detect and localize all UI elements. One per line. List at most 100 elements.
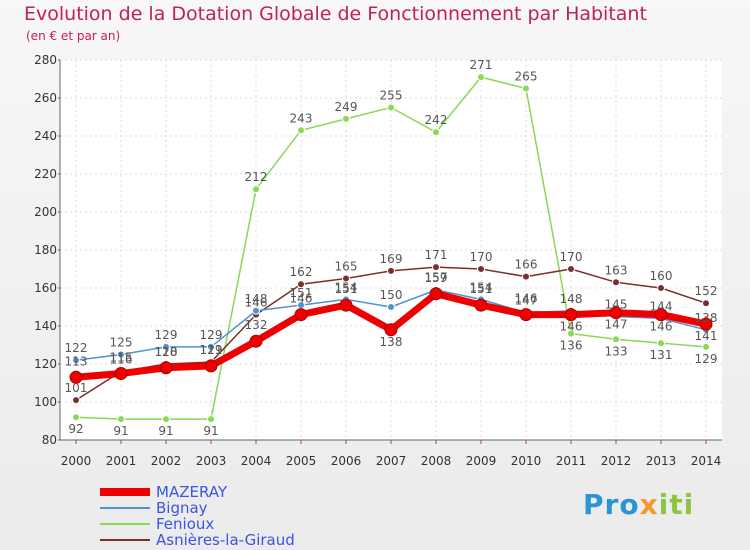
legend-label-bignay: Bignay bbox=[156, 499, 208, 517]
y-tick-label: 140 bbox=[34, 319, 57, 333]
data-point-fenioux bbox=[477, 73, 485, 82]
x-tick-label: 2006 bbox=[331, 454, 362, 468]
x-tick-label: 2001 bbox=[106, 454, 137, 468]
data-point-asni-res-la-giraud bbox=[612, 278, 620, 287]
data-label-mazeray: 118 bbox=[155, 345, 178, 359]
data-point-mazeray bbox=[474, 298, 488, 312]
data-label-bignay: 151 bbox=[290, 286, 313, 300]
data-label-mazeray: 138 bbox=[380, 335, 403, 349]
data-label-asni-res-la-giraud: 116 bbox=[110, 353, 133, 367]
data-label-asni-res-la-giraud: 170 bbox=[470, 250, 493, 264]
data-point-fenioux bbox=[252, 185, 260, 194]
x-tick-label: 2002 bbox=[151, 454, 182, 468]
data-point-fenioux bbox=[657, 339, 665, 348]
data-label-fenioux: 249 bbox=[335, 100, 358, 114]
x-tick-label: 2003 bbox=[196, 454, 227, 468]
data-label-fenioux: 212 bbox=[245, 170, 268, 184]
data-point-asni-res-la-giraud bbox=[567, 265, 575, 273]
legend-swatch-asnieres bbox=[100, 539, 150, 541]
data-point-asni-res-la-giraud bbox=[342, 274, 350, 283]
data-point-mazeray bbox=[384, 323, 398, 337]
data-point-mazeray bbox=[249, 334, 263, 348]
data-label-fenioux: 242 bbox=[425, 113, 448, 127]
data-label-bignay: 154 bbox=[470, 280, 493, 294]
legend-label-fenioux: Fenioux bbox=[156, 515, 215, 533]
data-point-asni-res-la-giraud bbox=[657, 284, 665, 292]
data-label-mazeray: 115 bbox=[110, 351, 133, 365]
data-label-asni-res-la-giraud: 160 bbox=[650, 269, 673, 283]
data-point-mazeray bbox=[519, 308, 533, 322]
data-label-mazeray: 146 bbox=[515, 292, 538, 306]
data-label-mazeray: 132 bbox=[245, 318, 268, 332]
data-label-asni-res-la-giraud: 152 bbox=[695, 284, 718, 298]
data-point-asni-res-la-giraud bbox=[477, 265, 485, 273]
data-point-asni-res-la-giraud bbox=[702, 299, 710, 308]
data-point-mazeray bbox=[114, 367, 128, 380]
data-point-mazeray bbox=[564, 308, 578, 322]
data-point-fenioux bbox=[117, 415, 125, 424]
data-label-fenioux: 91 bbox=[158, 424, 173, 438]
data-point-fenioux bbox=[342, 114, 350, 123]
data-label-asni-res-la-giraud: 146 bbox=[245, 296, 268, 310]
data-label-mazeray: 146 bbox=[560, 320, 583, 334]
data-label-bignay: 145 bbox=[605, 298, 628, 312]
data-point-fenioux bbox=[162, 415, 170, 424]
data-point-bignay bbox=[387, 303, 395, 311]
data-label-fenioux: 91 bbox=[113, 424, 128, 438]
data-point-fenioux bbox=[567, 329, 575, 338]
x-tick-label: 2010 bbox=[511, 454, 542, 468]
data-point-bignay bbox=[252, 306, 260, 315]
legend-label-asnieres: Asnières-la-Giraud bbox=[156, 531, 295, 549]
data-label-bignay: 154 bbox=[335, 280, 358, 294]
data-label-bignay: 125 bbox=[110, 336, 133, 350]
data-label-fenioux: 255 bbox=[380, 89, 403, 103]
x-tick-label: 2014 bbox=[691, 454, 722, 468]
data-label-fenioux: 271 bbox=[470, 58, 493, 72]
y-tick-label: 80 bbox=[42, 433, 57, 447]
data-label-asni-res-la-giraud: 170 bbox=[560, 250, 583, 264]
x-tick-label: 2011 bbox=[556, 454, 587, 468]
data-label-mazeray: 157 bbox=[425, 271, 448, 285]
data-label-mazeray: 119 bbox=[200, 343, 223, 357]
data-point-mazeray bbox=[339, 298, 353, 312]
data-label-mazeray: 147 bbox=[605, 318, 628, 332]
data-point-bignay bbox=[207, 342, 215, 351]
data-label-bignay: 122 bbox=[65, 341, 88, 355]
data-label-fenioux: 133 bbox=[605, 344, 628, 358]
data-label-bignay: 148 bbox=[245, 292, 268, 306]
y-tick-label: 100 bbox=[34, 395, 57, 409]
data-label-mazeray: 151 bbox=[470, 282, 493, 296]
y-tick-label: 280 bbox=[34, 53, 57, 67]
data-label-asni-res-la-giraud: 163 bbox=[605, 263, 628, 277]
x-tick-label: 2004 bbox=[241, 454, 272, 468]
data-point-fenioux bbox=[207, 415, 215, 424]
data-label-fenioux: 131 bbox=[650, 348, 673, 362]
legend-swatch-bignay bbox=[100, 507, 150, 509]
data-label-fenioux: 92 bbox=[68, 422, 83, 436]
logo-part-2: x bbox=[639, 488, 659, 521]
logo-part-1: Pro bbox=[583, 488, 640, 521]
data-point-bignay bbox=[72, 356, 80, 365]
x-tick-label: 2013 bbox=[646, 454, 677, 468]
data-point-fenioux bbox=[72, 413, 80, 422]
data-point-mazeray bbox=[294, 308, 308, 322]
data-point-mazeray bbox=[159, 361, 173, 375]
data-label-bignay: 148 bbox=[560, 292, 583, 306]
logo-part-3: iti bbox=[658, 488, 695, 521]
data-point-fenioux bbox=[387, 103, 395, 112]
y-tick-label: 160 bbox=[34, 281, 57, 295]
data-label-bignay: 129 bbox=[200, 328, 223, 342]
data-point-asni-res-la-giraud bbox=[432, 263, 440, 272]
data-label-fenioux: 265 bbox=[515, 70, 538, 84]
data-label-bignay: 129 bbox=[155, 328, 178, 342]
data-label-asni-res-la-giraud: 121 bbox=[200, 343, 223, 357]
data-point-mazeray bbox=[699, 317, 713, 331]
data-label-asni-res-la-giraud: 101 bbox=[65, 381, 88, 395]
y-tick-label: 240 bbox=[34, 129, 57, 143]
data-point-fenioux bbox=[612, 335, 620, 344]
data-label-bignay: 150 bbox=[380, 288, 403, 302]
data-point-asni-res-la-giraud bbox=[522, 272, 530, 281]
data-label-asni-res-la-giraud: 166 bbox=[515, 258, 538, 272]
legend-swatch-mazeray bbox=[100, 488, 150, 496]
data-label-asni-res-la-giraud: 120 bbox=[155, 345, 178, 359]
